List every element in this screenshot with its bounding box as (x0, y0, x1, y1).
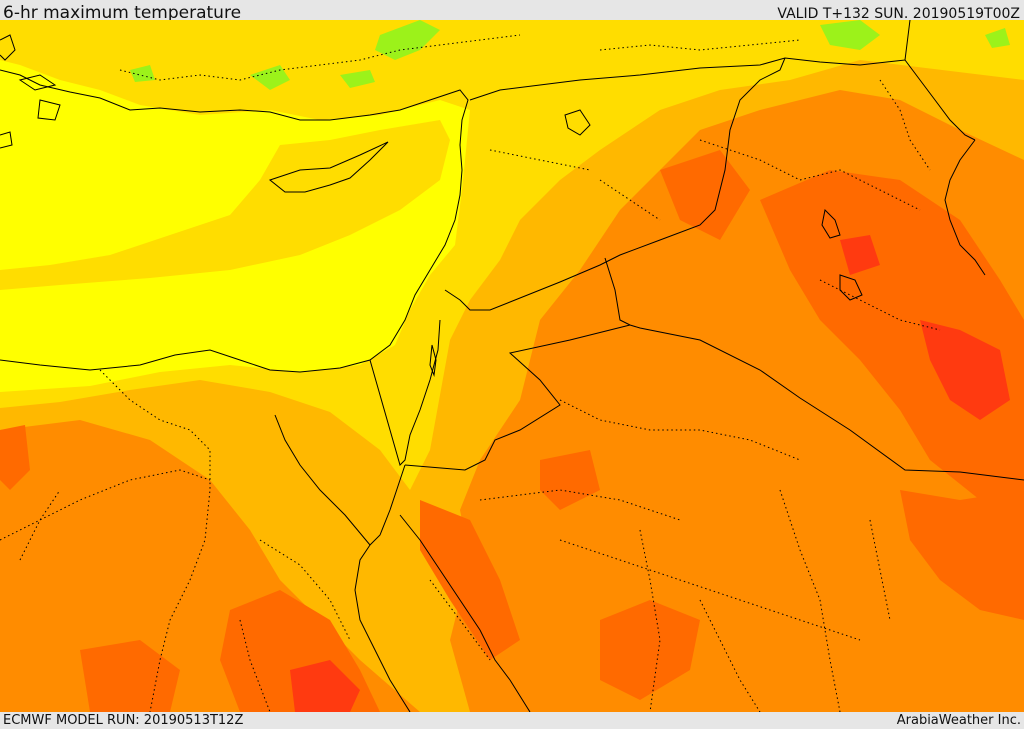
temp-band-cold (340, 70, 375, 88)
lake-outline (821, 208, 841, 239)
temp-band-extreme (290, 660, 360, 712)
country-border (404, 324, 631, 471)
coastline (0, 131, 13, 149)
coastline (0, 34, 16, 61)
cyprus-outline (268, 141, 389, 193)
footer-bar: ECMWF MODEL RUN: 20190513T12Z ArabiaWeat… (0, 712, 1024, 729)
dead-sea-outline (429, 344, 437, 377)
coastline (18, 74, 57, 91)
coastline (0, 69, 469, 373)
lake-outline (564, 109, 591, 136)
coastline (354, 544, 411, 712)
temp-band-very-hot (600, 600, 700, 700)
country-border (469, 57, 976, 141)
map-title: 6-hr maximum temperature (3, 3, 242, 23)
temp-band-cold (985, 28, 1010, 48)
coastline (399, 514, 531, 712)
temp-band-very-hot (660, 150, 750, 240)
country-border (604, 257, 1024, 481)
temp-band-very-hot (760, 170, 1024, 500)
header-bar: 6-hr maximum temperature VALID T+132 SUN… (0, 0, 1024, 23)
temp-band-very-hot (540, 450, 600, 510)
temp-band-cold (130, 65, 155, 82)
lake-outline (839, 274, 863, 301)
temp-band-sea-warm (0, 120, 450, 290)
temp-band-extreme (920, 320, 1010, 420)
temp-band-very-hot (80, 640, 180, 712)
temp-band-very-hot (0, 425, 30, 490)
temp-band-very-hot (900, 490, 1024, 620)
temp-band-very-hot (420, 500, 520, 660)
valid-time-label: VALID T+132 SUN. 20190519T00Z (777, 6, 1020, 22)
province-lines (0, 34, 941, 712)
credit-label: ArabiaWeather Inc. (896, 713, 1021, 728)
temp-band-cold (820, 20, 880, 50)
coastline (274, 414, 406, 546)
temperature-map (0, 20, 1024, 712)
temp-band-cold (250, 65, 290, 90)
temp-band-extreme (840, 235, 880, 275)
country-border (944, 139, 986, 276)
country-border (444, 57, 786, 311)
country-border (904, 20, 911, 61)
temp-band-cold (375, 20, 440, 60)
coastline (37, 99, 61, 121)
model-run-label: ECMWF MODEL RUN: 20190513T12Z (3, 713, 244, 728)
country-border (369, 319, 441, 466)
